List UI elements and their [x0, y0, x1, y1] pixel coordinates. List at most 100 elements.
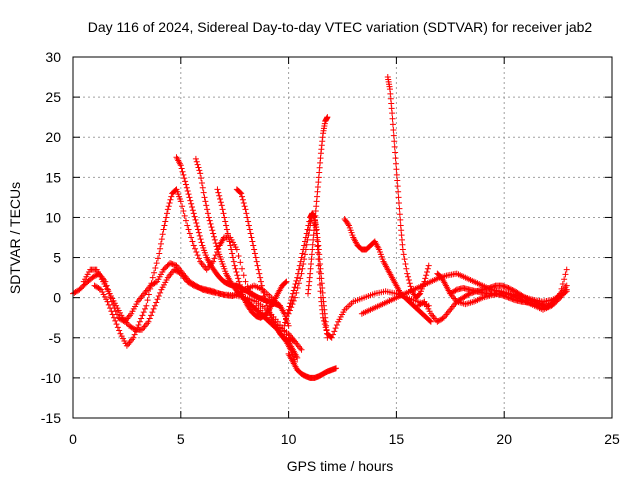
data-point [258, 282, 265, 289]
data-point [286, 307, 293, 314]
data-point [142, 305, 149, 312]
data-point [233, 246, 240, 253]
y-axis-label: SDTVAR / TECUs [7, 182, 23, 294]
data-point [146, 315, 153, 322]
data-point [109, 311, 116, 318]
data-point [230, 258, 237, 265]
data-point [96, 285, 103, 292]
data-point [184, 187, 191, 194]
data-point [328, 334, 335, 341]
data-point [131, 331, 138, 338]
data-point [194, 223, 201, 230]
data-point [237, 285, 244, 292]
data-point [331, 328, 338, 335]
data-point [548, 302, 555, 309]
x-tick-label: 5 [177, 431, 185, 447]
data-point [159, 231, 166, 238]
data-point [165, 203, 172, 210]
series-arc-7 [233, 186, 301, 361]
data-point [289, 293, 296, 300]
x-tick-label: 15 [389, 431, 405, 447]
y-tick-label: 0 [53, 290, 61, 306]
data-point [178, 165, 185, 172]
data-point [134, 325, 141, 332]
data-point [259, 286, 266, 293]
data-point [105, 301, 112, 308]
data-point [248, 234, 255, 241]
data-point [149, 274, 156, 281]
data-point [181, 175, 188, 182]
data-point [393, 166, 400, 173]
data-point [235, 252, 242, 259]
data-point [168, 193, 175, 200]
data-point [181, 212, 188, 219]
data-point [247, 230, 254, 237]
data-point [180, 208, 187, 215]
data-point [260, 289, 267, 296]
data-point [183, 184, 190, 191]
data-point [188, 234, 195, 241]
data-point [211, 233, 218, 240]
data-point [154, 255, 161, 262]
data-point [506, 285, 513, 292]
data-point [561, 276, 568, 283]
data-point [244, 214, 251, 221]
y-tick-label: -5 [49, 330, 62, 346]
data-point [144, 297, 151, 304]
data-point [140, 309, 147, 316]
data-point [223, 226, 230, 233]
data-point [184, 222, 191, 229]
series-arc-12 [341, 216, 434, 325]
data-point [195, 229, 202, 236]
data-point [192, 245, 199, 252]
data-point [135, 321, 142, 328]
data-point [395, 200, 402, 207]
data-point [322, 324, 329, 331]
data-point [182, 217, 189, 224]
data-point [161, 222, 168, 229]
data-point [226, 238, 233, 245]
data-point [221, 214, 228, 221]
data-point [317, 288, 324, 295]
data-point [193, 248, 200, 255]
data-point [198, 179, 205, 186]
data-point [245, 222, 252, 229]
data-point [390, 127, 397, 134]
data-point [423, 272, 430, 279]
data-point [145, 291, 152, 298]
axis-ticks [72, 56, 613, 419]
data-point [285, 310, 292, 317]
data-point [394, 183, 401, 190]
data-point [241, 203, 248, 210]
data-point [397, 216, 404, 223]
series-arc-11 [305, 114, 331, 297]
data-point [212, 252, 219, 259]
data-point [288, 304, 295, 311]
data-point [396, 211, 403, 218]
data-point [298, 270, 305, 277]
data-point [195, 226, 202, 233]
data-point [240, 272, 247, 279]
data-point [298, 346, 305, 353]
x-tick-label: 10 [281, 431, 297, 447]
data-point [293, 289, 300, 296]
plot-frame [72, 56, 613, 419]
y-tick-label: 25 [45, 89, 61, 105]
data-point [299, 250, 306, 257]
data-point [563, 266, 570, 273]
y-tick-label: 20 [45, 129, 61, 145]
data-point [238, 190, 245, 197]
data-point [233, 268, 240, 275]
data-point [301, 251, 308, 258]
data-point [130, 334, 137, 341]
data-point [177, 162, 184, 169]
x-tick-label: 25 [604, 431, 620, 447]
data-point [153, 299, 160, 306]
data-point [187, 197, 194, 204]
data-point [395, 194, 402, 201]
data-point [198, 175, 205, 182]
data-point [406, 280, 413, 287]
data-point [220, 210, 227, 217]
data-point [508, 286, 515, 293]
data-point [250, 242, 257, 249]
